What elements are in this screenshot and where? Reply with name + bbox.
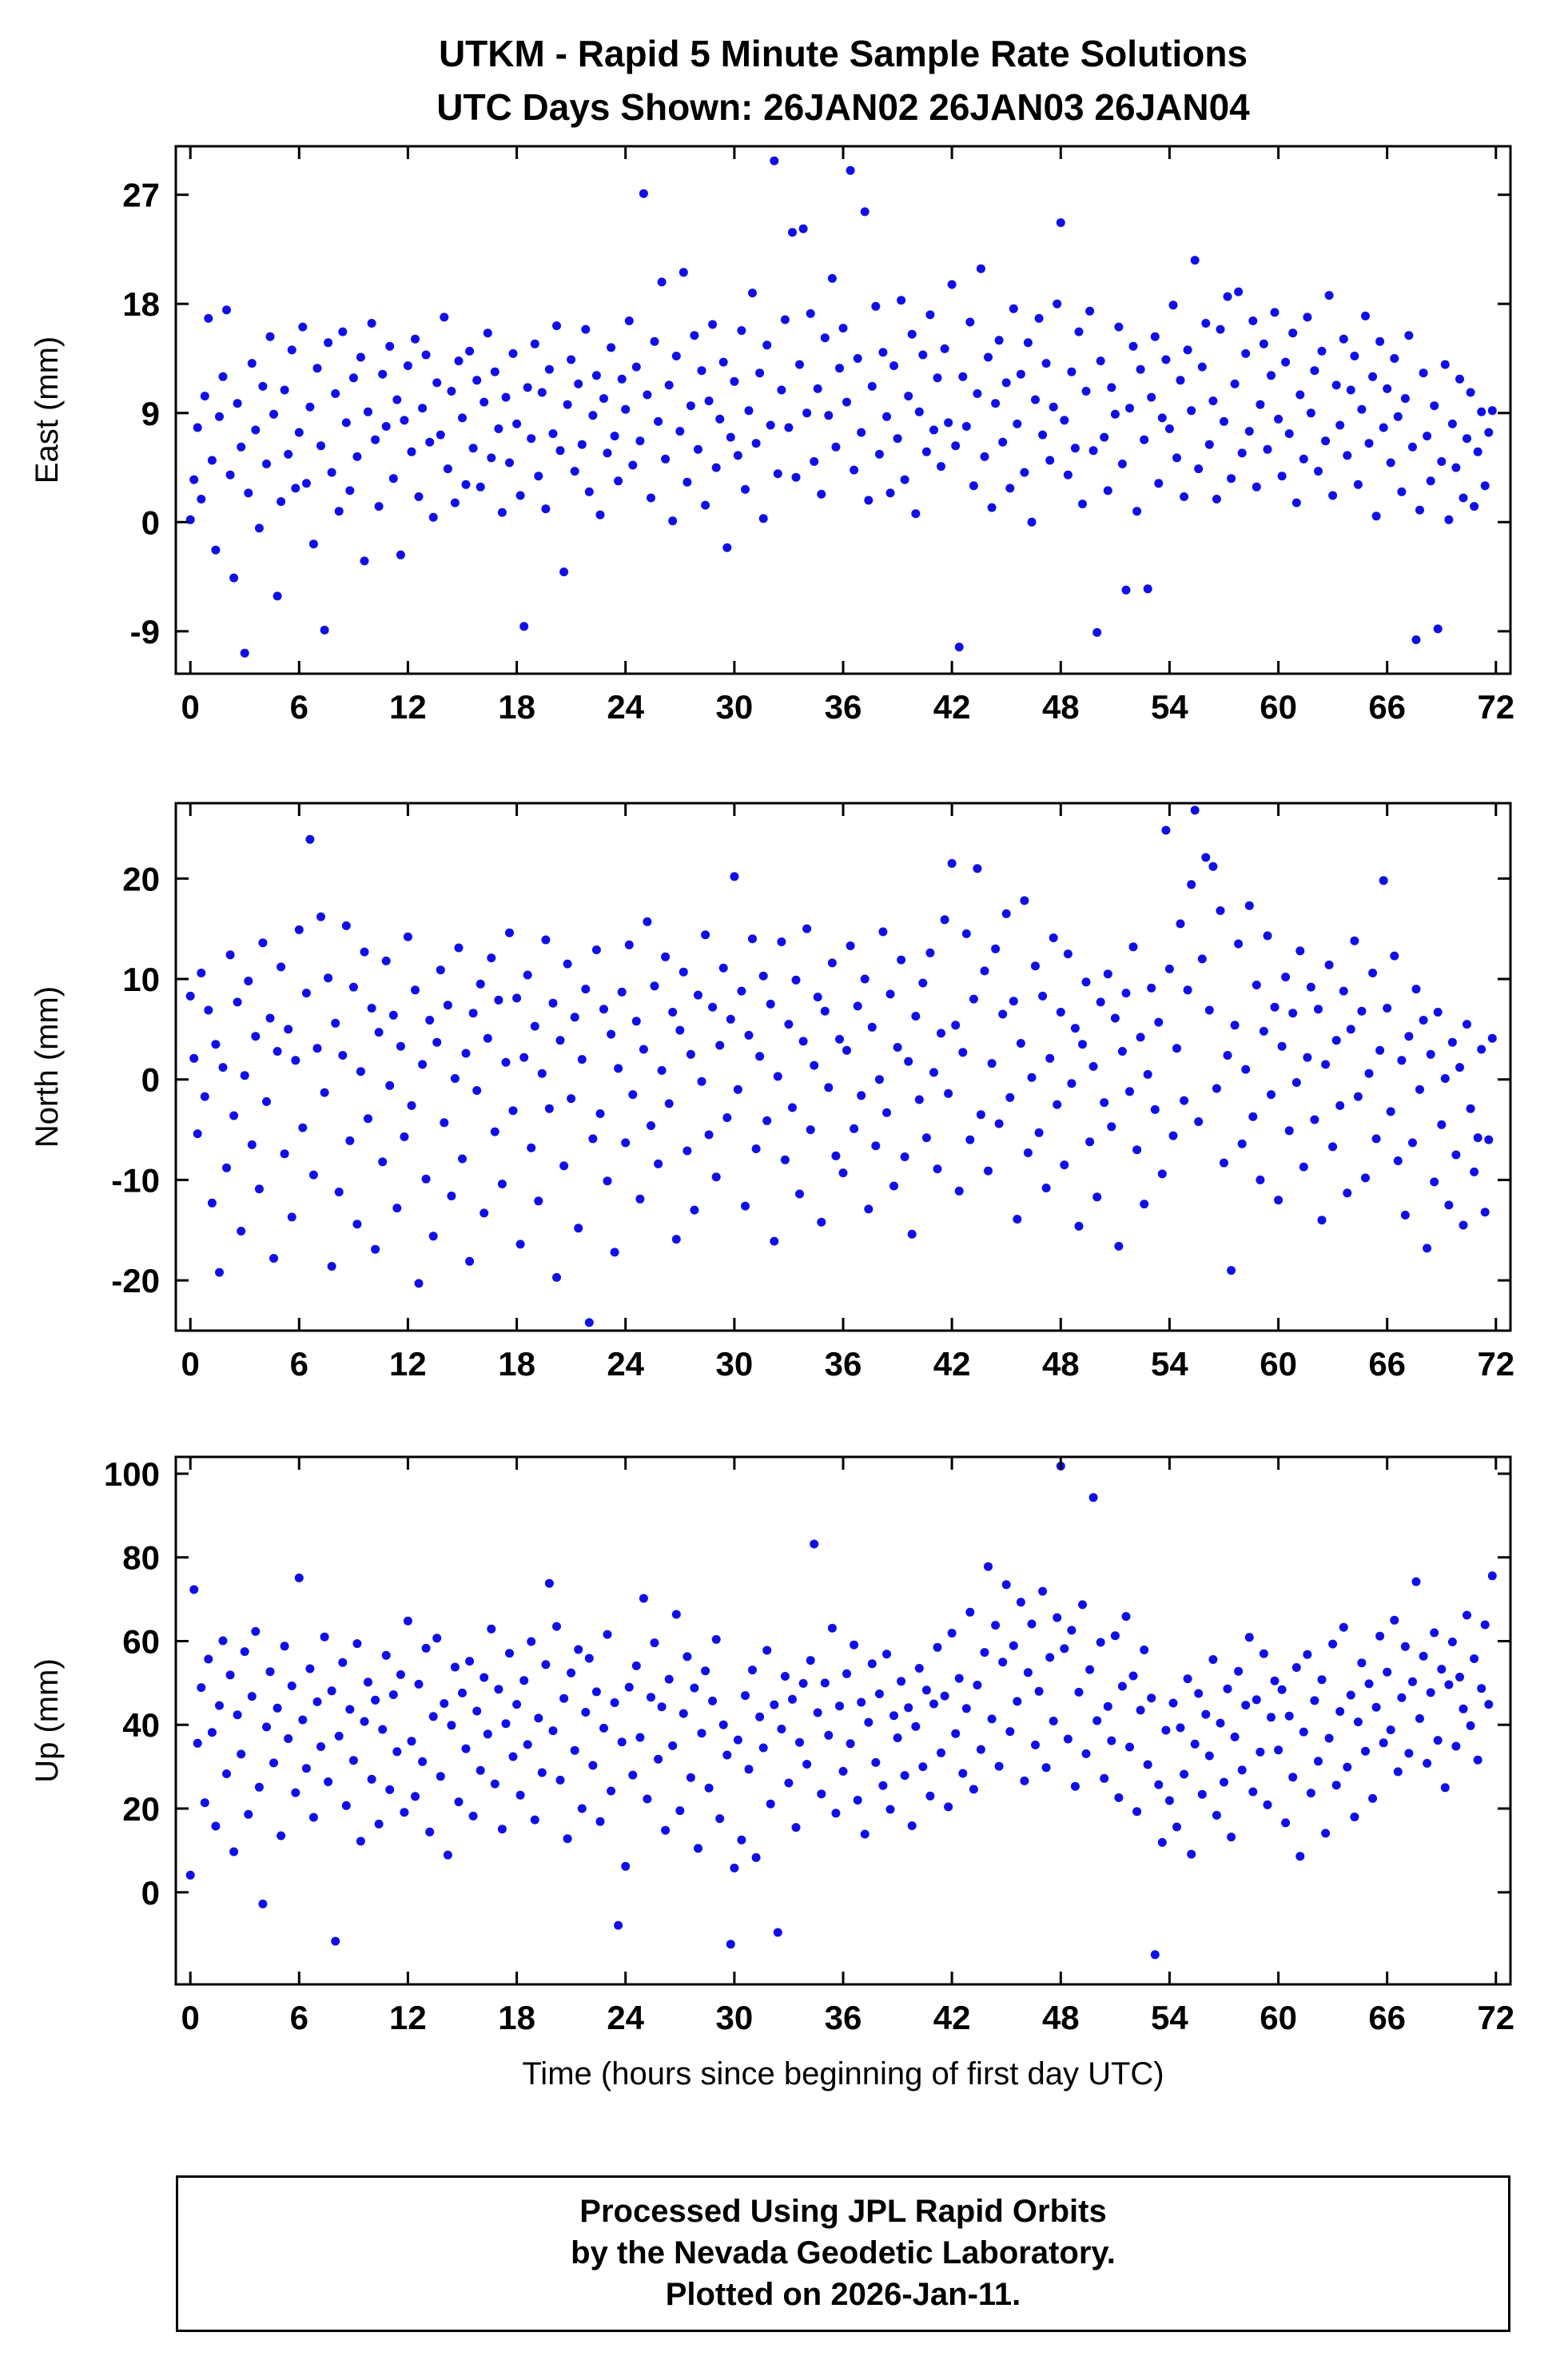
svg-text:72: 72: [1477, 1345, 1514, 1383]
svg-text:0: 0: [181, 1345, 200, 1383]
up-panel: 0 6 12 18 24 30 36 42 48 54 60 66 72 0 20 40 60 80 100 Up (…: [0, 1444, 1568, 2052]
svg-text:Up (mm): Up (mm): [30, 1659, 65, 1784]
svg-text:60: 60: [1260, 1345, 1297, 1383]
north-panel-chart: 0 6 12 18 24 30 36 42 48 54 60 66 72 -20 -10 0 10 20 North…: [30, 802, 1514, 1383]
x-axis-label: Time (hours since beginning of first day…: [522, 2056, 1164, 2092]
svg-text:42: 42: [933, 1999, 971, 2036]
svg-text:-9: -9: [130, 613, 160, 651]
svg-text:30: 30: [716, 688, 754, 726]
svg-text:48: 48: [1042, 1999, 1080, 2036]
svg-text:12: 12: [389, 688, 427, 726]
east-panel-chart: 0 6 12 18 24 30 36 42 48 54 60 66 72 -9 0 9 18 27 East (mm…: [30, 145, 1514, 726]
svg-text:27: 27: [122, 177, 160, 214]
svg-text:30: 30: [716, 1999, 754, 2036]
svg-text:0: 0: [141, 1874, 160, 1912]
svg-text:20: 20: [122, 861, 160, 898]
svg-text:0: 0: [141, 504, 160, 542]
svg-text:East (mm): East (mm): [30, 336, 65, 484]
svg-text:60: 60: [122, 1623, 160, 1661]
svg-text:18: 18: [498, 688, 535, 726]
svg-text:60: 60: [1260, 688, 1297, 726]
svg-text:18: 18: [122, 286, 160, 324]
north-panel: 0 6 12 18 24 30 36 42 48 54 60 66 72 -20 -10 0 10 20 North…: [0, 790, 1568, 1444]
svg-text:36: 36: [825, 1999, 862, 2036]
svg-text:100: 100: [104, 1455, 160, 1493]
svg-text:54: 54: [1151, 688, 1188, 726]
footer-box: Processed Using JPL Rapid Orbits by the …: [176, 2175, 1510, 2333]
svg-text:6: 6: [290, 1999, 308, 2036]
svg-text:-20: -20: [111, 1262, 160, 1299]
footer-line-1: Processed Using JPL Rapid Orbits: [579, 2194, 1107, 2230]
svg-text:30: 30: [716, 1345, 754, 1383]
chart-subtitle: UTC Days Shown: 26JAN02 26JAN03 26JAN04: [436, 86, 1250, 128]
chart-title: UTKM - Rapid 5 Minute Sample Rate Soluti…: [438, 33, 1248, 74]
svg-text:48: 48: [1042, 1345, 1080, 1383]
footer-line-2: by the Nevada Geodetic Laboratory.: [571, 2235, 1116, 2271]
svg-text:40: 40: [122, 1707, 160, 1745]
svg-text:North (mm): North (mm): [30, 986, 65, 1148]
svg-text:9: 9: [141, 395, 160, 432]
svg-text:0: 0: [181, 1999, 200, 2036]
svg-text:20: 20: [122, 1790, 160, 1828]
svg-text:66: 66: [1368, 1345, 1406, 1383]
up-panel-chart: 0 6 12 18 24 30 36 42 48 54 60 66 72 0 20 40 60 80 100 Up (…: [30, 1455, 1514, 2036]
svg-text:42: 42: [933, 688, 971, 726]
svg-text:10: 10: [122, 961, 160, 998]
svg-text:36: 36: [825, 688, 862, 726]
svg-text:0: 0: [141, 1061, 160, 1099]
chart-header: UTKM - Rapid 5 Minute Sample Rate Soluti…: [176, 0, 1510, 133]
svg-text:0: 0: [181, 688, 200, 726]
svg-text:42: 42: [933, 1345, 971, 1383]
footer-line-3: Plotted on 2026-Jan-11.: [665, 2277, 1021, 2313]
svg-text:48: 48: [1042, 688, 1080, 726]
svg-text:6: 6: [290, 1345, 308, 1383]
svg-text:80: 80: [122, 1539, 160, 1577]
svg-text:12: 12: [389, 1345, 427, 1383]
svg-text:-10: -10: [111, 1162, 160, 1200]
svg-text:24: 24: [607, 688, 644, 726]
svg-text:24: 24: [607, 1999, 644, 2036]
svg-text:36: 36: [825, 1345, 862, 1383]
svg-text:12: 12: [389, 1999, 427, 2036]
svg-text:60: 60: [1260, 1999, 1297, 2036]
svg-text:54: 54: [1151, 1999, 1188, 2036]
east-panel: 0 6 12 18 24 30 36 42 48 54 60 66 72 -9 0 9 18 27 East (mm…: [0, 133, 1568, 790]
svg-text:18: 18: [498, 1999, 535, 2036]
svg-text:66: 66: [1368, 1999, 1406, 2036]
svg-text:72: 72: [1477, 1999, 1514, 2036]
svg-text:18: 18: [498, 1345, 535, 1383]
svg-text:54: 54: [1151, 1345, 1188, 1383]
svg-text:24: 24: [607, 1345, 644, 1383]
svg-text:6: 6: [290, 688, 308, 726]
svg-text:72: 72: [1477, 688, 1514, 726]
svg-text:66: 66: [1368, 688, 1406, 726]
